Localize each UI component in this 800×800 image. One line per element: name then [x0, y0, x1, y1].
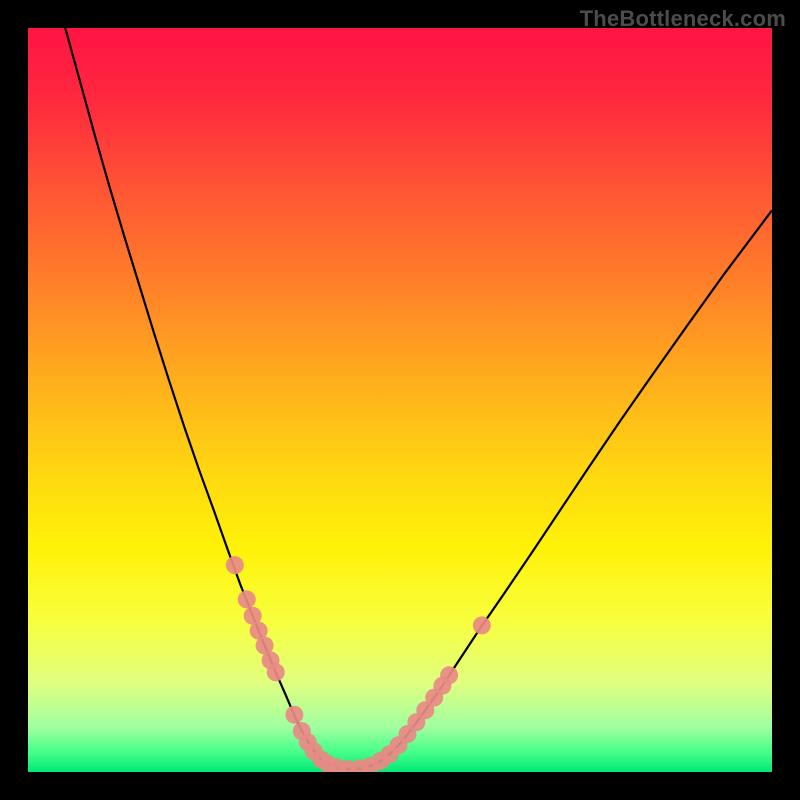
data-marker [267, 663, 285, 681]
bottleneck-curve [65, 28, 772, 769]
data-marker [238, 590, 256, 608]
data-marker [285, 706, 303, 724]
data-marker [473, 616, 491, 634]
data-marker [440, 666, 458, 684]
watermark-text: TheBottleneck.com [580, 6, 786, 32]
curve-layer [28, 28, 772, 772]
data-marker [226, 556, 244, 574]
chart-frame: TheBottleneck.com [0, 0, 800, 800]
plot-area [28, 28, 772, 772]
data-markers [226, 556, 491, 772]
